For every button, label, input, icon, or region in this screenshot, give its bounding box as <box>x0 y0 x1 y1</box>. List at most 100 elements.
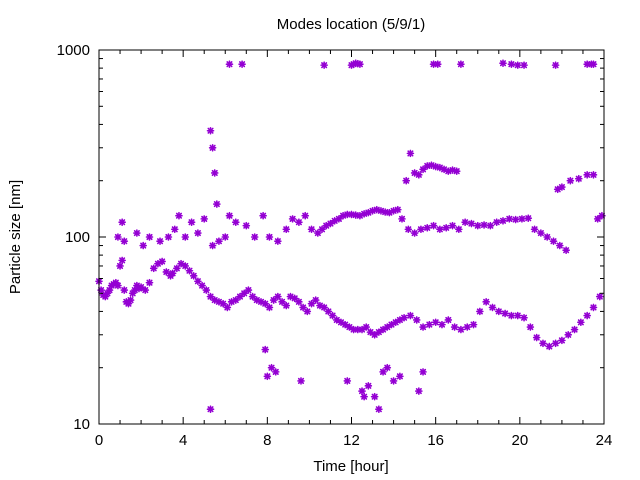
data-point <box>311 296 320 304</box>
data-point <box>274 237 282 245</box>
y-tick-label: 1000 <box>57 42 90 59</box>
data-point <box>343 377 352 385</box>
data-point <box>215 237 223 245</box>
data-point <box>463 323 472 331</box>
data-point <box>274 292 282 301</box>
data-point <box>170 225 179 234</box>
data-point <box>225 60 234 68</box>
data-point <box>295 218 303 226</box>
data-point <box>406 311 415 320</box>
data-point <box>231 296 240 304</box>
data-point <box>231 218 240 226</box>
plot-area <box>95 59 606 413</box>
data-point <box>467 219 476 228</box>
data-point <box>589 60 598 68</box>
data-point <box>452 167 461 175</box>
data-point <box>303 307 312 316</box>
data-point <box>118 218 126 226</box>
plot-frame <box>98 49 605 425</box>
data-point <box>265 233 274 241</box>
data-point <box>358 387 366 395</box>
data-point <box>141 286 150 294</box>
data-point <box>343 210 352 219</box>
data-point <box>492 218 501 226</box>
data-point <box>149 264 158 273</box>
data-point <box>507 60 516 68</box>
data-point <box>375 328 383 336</box>
data-point <box>269 296 278 304</box>
data-point <box>442 223 450 232</box>
data-point <box>511 215 520 224</box>
data-point <box>356 60 364 68</box>
x-tick-label: 0 <box>95 432 103 449</box>
x-tick-label: 12 <box>343 432 360 449</box>
x-tick-label: 20 <box>511 432 528 449</box>
data-point <box>530 225 539 234</box>
data-point <box>238 60 246 68</box>
x-tick-label: 4 <box>179 432 187 449</box>
data-point <box>259 211 267 220</box>
data-point <box>429 221 438 230</box>
data-point <box>457 325 465 334</box>
data-point <box>145 278 154 287</box>
data-point <box>551 339 560 348</box>
data-point <box>271 368 280 376</box>
data-point <box>545 342 554 351</box>
data-point <box>402 176 411 185</box>
data-point <box>595 292 604 301</box>
data-point <box>145 233 154 241</box>
data-point <box>524 214 533 223</box>
data-point <box>116 262 124 270</box>
data-point <box>562 246 570 254</box>
data-point <box>126 296 135 304</box>
data-point <box>406 149 415 158</box>
data-point <box>448 221 457 230</box>
data-point <box>383 363 392 372</box>
data-point <box>137 283 145 291</box>
data-point <box>423 223 432 232</box>
data-point <box>297 377 305 385</box>
data-point <box>419 368 427 376</box>
data-point <box>558 336 566 345</box>
data-point <box>400 313 408 322</box>
data-point <box>185 266 194 275</box>
data-point <box>410 229 419 237</box>
data-point <box>181 262 190 270</box>
data-point <box>194 229 202 237</box>
data-point <box>396 372 404 381</box>
data-point <box>364 382 373 390</box>
data-point <box>532 333 541 342</box>
data-point <box>383 323 392 331</box>
data-point <box>158 257 166 266</box>
y-axis-label: Particle size [nm] <box>7 180 24 294</box>
data-point <box>558 183 566 191</box>
data-point <box>208 143 217 152</box>
data-point <box>589 171 598 179</box>
data-point <box>450 323 459 331</box>
data-point <box>520 61 528 69</box>
data-point <box>282 301 291 310</box>
data-point <box>210 169 219 177</box>
data-point <box>417 225 425 234</box>
data-point <box>307 225 316 234</box>
data-point <box>593 215 602 223</box>
data-point <box>486 221 495 230</box>
data-point <box>398 215 406 223</box>
data-point <box>566 176 575 185</box>
data-point <box>362 323 371 331</box>
data-point <box>375 405 383 413</box>
data-point <box>507 311 516 320</box>
x-axis-label: Time [hour] <box>313 458 388 475</box>
axis-tick-labels: 0 4 8 12 16 20 24 10 100 1000 <box>57 42 613 449</box>
data-point <box>425 320 434 329</box>
data-point <box>537 229 545 237</box>
data-point <box>206 405 215 413</box>
data-point <box>208 241 217 250</box>
data-point <box>295 298 303 306</box>
x-tick-label: 24 <box>596 432 613 449</box>
data-point <box>393 205 402 214</box>
x-tick-label: 8 <box>263 432 271 449</box>
data-point <box>518 215 526 223</box>
data-point <box>360 392 368 401</box>
